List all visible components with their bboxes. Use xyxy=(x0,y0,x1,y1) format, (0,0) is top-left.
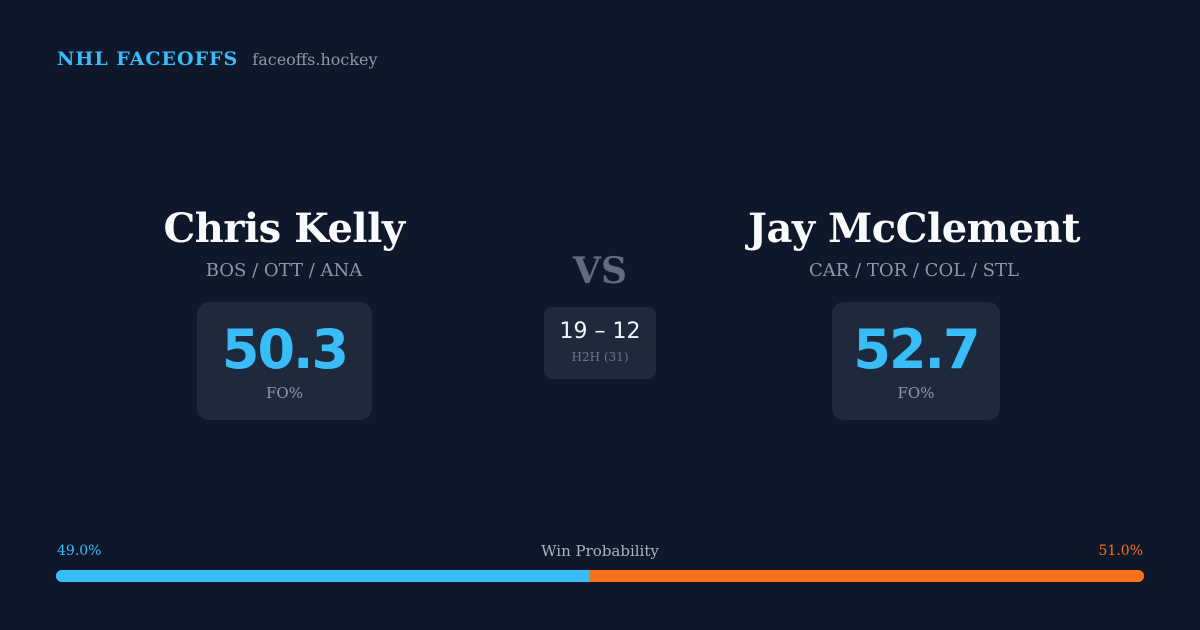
player-right-fo-label: FO% xyxy=(897,384,935,402)
player-right-fo-value: 52.7 xyxy=(853,318,980,381)
win-prob-left-label: 49.0% xyxy=(57,543,102,559)
player-right-stat-card: 52.7 FO% xyxy=(832,302,1000,420)
win-prob-bar-left xyxy=(56,570,590,582)
h2h-label: H2H (31) xyxy=(571,350,629,364)
player-left-fo-value: 50.3 xyxy=(221,318,349,381)
win-prob-title: Win Probability xyxy=(541,542,659,560)
player-left-stat-card: 50.3 FO% xyxy=(197,302,372,420)
win-prob-right-label: 51.0% xyxy=(1098,543,1143,559)
player-left-name: Chris Kelly xyxy=(163,205,405,252)
player-right-name: Jay McClement xyxy=(748,205,1080,252)
player-left: Chris Kelly BOS / OTT / ANA xyxy=(163,205,405,281)
win-prob-bar-right xyxy=(589,570,1144,582)
h2h-card: 19 – 12 H2H (31) xyxy=(544,307,656,379)
h2h-score: 19 – 12 xyxy=(559,319,641,344)
player-right-teams: CAR / TOR / COL / STL xyxy=(809,260,1019,281)
vs-label: VS xyxy=(573,250,627,292)
brand-title: NHL FACEOFFS xyxy=(57,48,239,70)
win-probability-bar xyxy=(56,570,1144,582)
brand-site: faceoffs.hockey xyxy=(252,50,378,69)
player-right: Jay McClement CAR / TOR / COL / STL xyxy=(744,205,1084,281)
player-left-teams: BOS / OTT / ANA xyxy=(205,260,363,281)
player-left-fo-label: FO% xyxy=(266,384,303,402)
brand-header: NHL FACEOFFS faceoffs.hockey xyxy=(57,48,378,70)
